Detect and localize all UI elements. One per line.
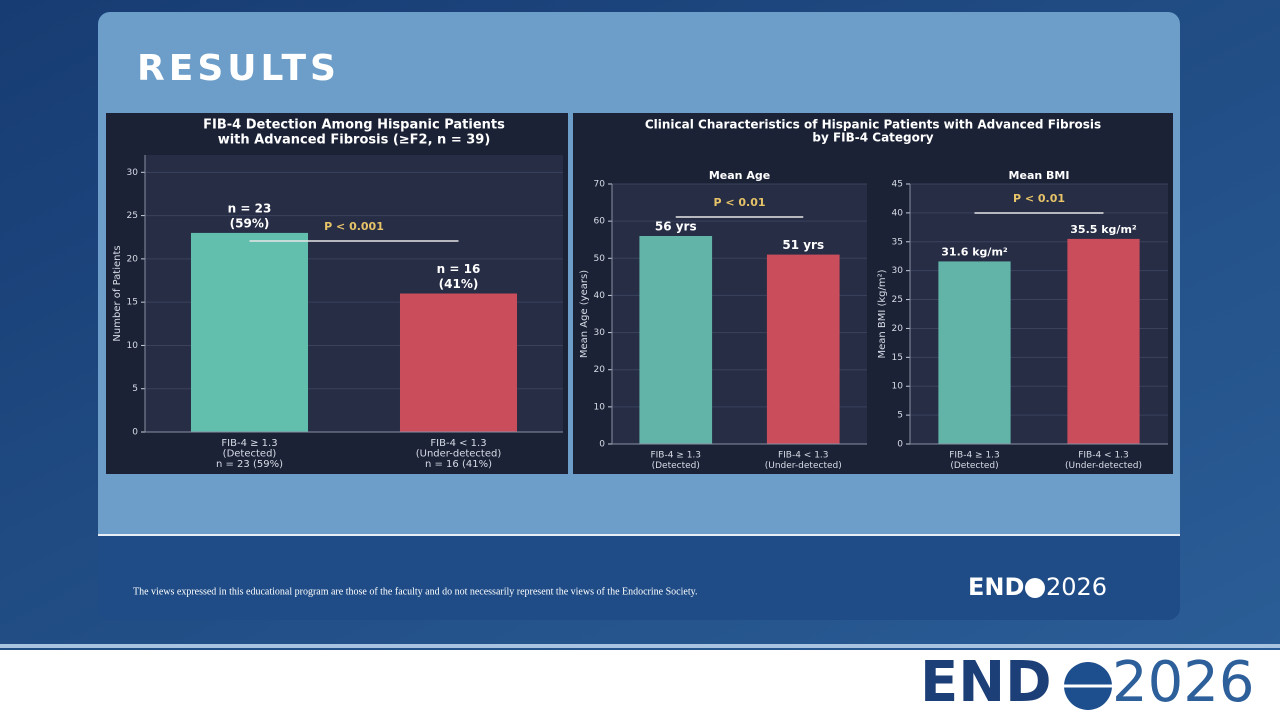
y-tick-label: 20 [892, 324, 904, 334]
y-tick-label: 30 [892, 266, 904, 276]
y-tick-label: 0 [599, 440, 605, 450]
y-tick-label: 20 [594, 365, 606, 375]
value-label: 51 yrs [782, 238, 824, 252]
y-tick-label: 20 [127, 254, 139, 264]
y-axis-label: Mean BMI (kg/m²) [877, 269, 888, 358]
x-tick-label: FIB-4 ≥ 1.3 [949, 451, 1000, 461]
y-tick-label: 10 [127, 341, 139, 351]
x-tick-label: FIB-4 < 1.3 [778, 451, 829, 461]
chart-title: Mean Age [709, 169, 770, 182]
y-tick-label: 0 [897, 440, 903, 450]
y-axis-label: Number of Patients [112, 245, 123, 341]
chart-title: Mean BMI [1009, 169, 1070, 182]
y-tick-label: 40 [594, 291, 606, 301]
bar [639, 236, 713, 444]
y-tick-label: 10 [892, 382, 904, 392]
y-tick-label: 40 [892, 208, 904, 218]
value-label: 31.6 kg/m² [941, 245, 1008, 258]
panel-title: Clinical Characteristics of Hispanic Pat… [645, 118, 1101, 132]
y-tick-label: 60 [594, 217, 606, 227]
y-tick-label: 15 [892, 353, 903, 363]
logo-small: END 2026 [968, 573, 1107, 601]
value-label: 56 yrs [655, 220, 697, 234]
y-tick-label: 30 [127, 168, 139, 178]
x-tick-label: FIB-4 < 1.3 [430, 438, 486, 449]
chart-title: FIB-4 Detection Among Hispanic Patients [203, 118, 505, 133]
annotation: P < 0.001 [324, 220, 384, 233]
y-tick-label: 50 [594, 254, 606, 264]
logo-text: 2026 [1112, 650, 1255, 715]
bar [190, 232, 309, 432]
value-label: n = 16 [437, 262, 481, 276]
value-label: n = 23 [228, 201, 272, 215]
x-tick-label: FIB-4 ≥ 1.3 [221, 438, 277, 449]
y-tick-label: 30 [594, 328, 606, 338]
x-tick-label: (Detected) [652, 461, 700, 471]
x-tick-label: FIB-4 ≥ 1.3 [650, 451, 701, 461]
y-tick-label: 0 [132, 428, 138, 438]
x-tick-label: (Detected) [950, 461, 998, 471]
y-tick-label: 5 [897, 411, 903, 421]
bar [938, 261, 1011, 444]
x-tick-label: n = 16 (41%) [425, 459, 492, 470]
logo-text: END [968, 573, 1024, 601]
value-label: 35.5 kg/m² [1070, 223, 1137, 236]
bar [1067, 238, 1140, 444]
panel-title: by FIB-4 Category [812, 131, 933, 145]
x-tick-label: (Under-detected) [416, 449, 502, 460]
slide-title: RESULTS [137, 48, 340, 89]
x-tick-label: n = 23 (59%) [216, 459, 283, 470]
y-axis-label: Mean Age (years) [579, 270, 590, 358]
y-tick-label: 25 [892, 295, 903, 305]
x-tick-label: FIB-4 < 1.3 [1078, 451, 1129, 461]
logo-icon [1025, 578, 1045, 598]
chart-title: with Advanced Fibrosis (≥F2, n = 39) [218, 133, 491, 148]
y-tick-label: 15 [127, 298, 138, 308]
x-tick-label: (Under-detected) [1065, 461, 1142, 471]
logo-large: END 2026 [920, 650, 1255, 715]
annotation: P < 0.01 [1013, 192, 1065, 205]
logo-text: 2026 [1046, 573, 1107, 601]
value-label: (41%) [439, 277, 479, 291]
y-tick-label: 35 [892, 237, 903, 247]
y-tick-label: 25 [127, 211, 138, 221]
logo-text: END [920, 650, 1052, 715]
x-tick-label: (Detected) [223, 449, 277, 460]
bar [766, 254, 840, 444]
bar [399, 293, 518, 432]
x-tick-label: (Under-detected) [765, 461, 842, 471]
y-tick-label: 5 [132, 384, 138, 394]
disclaimer: The views expressed in this educational … [133, 586, 697, 597]
annotation: P < 0.01 [713, 196, 765, 209]
y-tick-label: 10 [594, 402, 606, 412]
y-tick-label: 70 [594, 180, 606, 190]
y-tick-label: 45 [892, 180, 903, 190]
value-label: (59%) [230, 216, 270, 230]
